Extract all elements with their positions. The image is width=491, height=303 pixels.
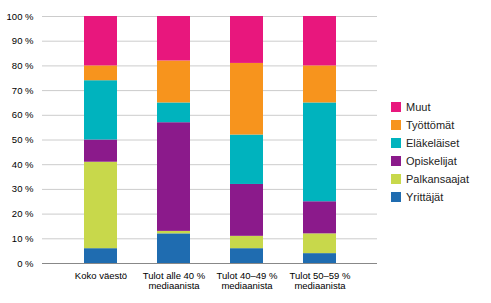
svg-text:20 %: 20 %: [12, 208, 34, 219]
svg-text:50 %: 50 %: [12, 134, 34, 145]
html-text:Yrittäjät: Yrittäjät: [406, 190, 444, 203]
svg-text:30 %: 30 %: [12, 183, 34, 194]
svg-text:90 %: 90 %: [12, 35, 34, 46]
html-text:Eläkeläiset: Eläkeläiset: [406, 136, 460, 149]
html-text:Työttömät: Työttömät: [406, 118, 455, 131]
html-text:Muut: Muut: [406, 100, 431, 113]
html-text:Opiskelijat: Opiskelijat: [406, 154, 457, 167]
svg-text:Tulot 50–59 %mediaanista: Tulot 50–59 %mediaanista: [290, 270, 351, 291]
svg-text:Tulot 40–49 %mediaanista: Tulot 40–49 %mediaanista: [217, 270, 278, 291]
svg-text:80 %: 80 %: [12, 60, 34, 71]
svg-text:100 %: 100 %: [7, 11, 34, 22]
html-text:Palkansaajat: Palkansaajat: [406, 172, 469, 185]
svg-text:Koko väestö: Koko väestö: [75, 270, 127, 281]
svg-text:10 %: 10 %: [12, 233, 34, 244]
svg-text:40 %: 40 %: [12, 159, 34, 170]
svg-text:0 %: 0 %: [17, 258, 34, 269]
svg-text:Tulot alle 40 %mediaanista: Tulot alle 40 %mediaanista: [143, 270, 206, 291]
svg-text:70 %: 70 %: [12, 85, 34, 96]
svg-text:60 %: 60 %: [12, 109, 34, 120]
